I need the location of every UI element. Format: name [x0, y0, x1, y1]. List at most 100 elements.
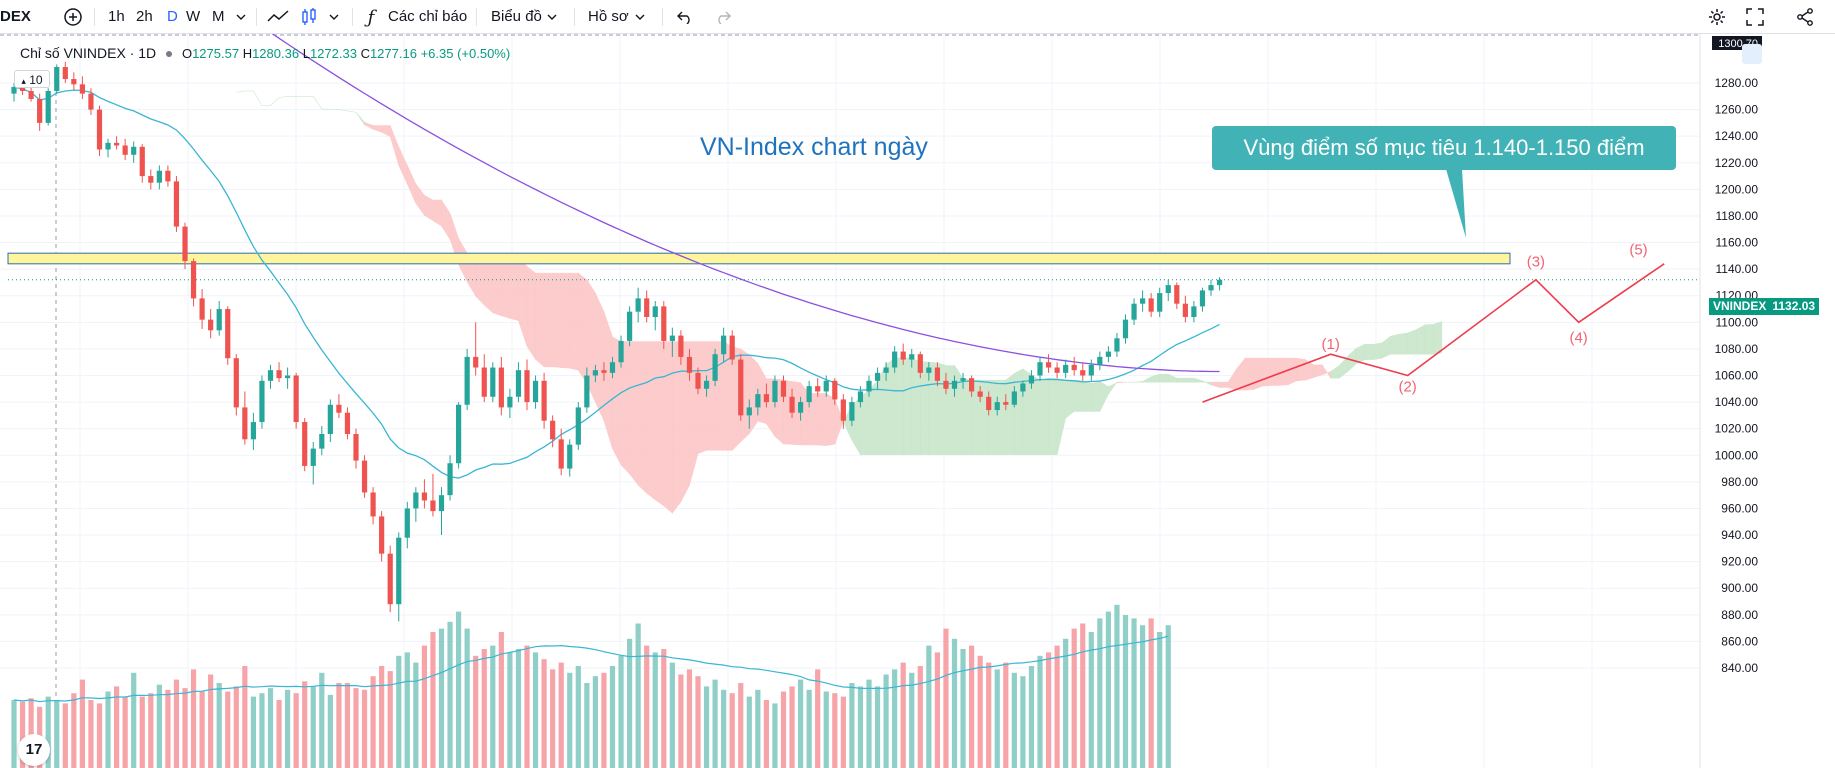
volume-bar: [259, 693, 265, 768]
candle-body: [45, 90, 51, 123]
candle-body: [755, 394, 761, 408]
indicator-count-badge[interactable]: ▴ 10: [14, 70, 50, 88]
candle-body: [601, 370, 607, 373]
volume-bar: [96, 703, 103, 768]
candles-icon[interactable]: [296, 0, 322, 34]
volume-bar: [618, 655, 624, 768]
price-chart[interactable]: (1) (2) (3) (4) (5) 840.00 860.00 880.00 900.00…: [0, 34, 1835, 768]
timeframe-2h[interactable]: 2h: [136, 8, 153, 25]
volume-bar: [62, 703, 68, 768]
volume-bar: [900, 662, 906, 768]
candle-body: [550, 420, 556, 440]
cloud-segment: [313, 96, 323, 110]
cloud-segment: [902, 357, 913, 455]
volume-bar: [396, 655, 402, 768]
candle-body: [866, 380, 872, 392]
gear-icon[interactable]: [1704, 0, 1730, 34]
line-chart-icon[interactable]: [264, 0, 292, 34]
volume-bar: [635, 623, 641, 768]
redo-icon[interactable]: [710, 0, 736, 34]
candle-body: [1011, 391, 1017, 405]
cloud-segment: [603, 311, 613, 449]
volume-bar: [387, 671, 393, 768]
cloud-segment: [347, 110, 357, 113]
volume-bar: [934, 652, 940, 768]
candle-body: [173, 181, 180, 227]
volume-bar: [977, 655, 983, 768]
volume-bar: [592, 676, 598, 768]
volume-bar: [532, 652, 539, 768]
timeframe-W[interactable]: W: [186, 8, 201, 25]
candle-body: [447, 463, 453, 496]
fullscreen-icon[interactable]: [1742, 0, 1768, 34]
cloud-segment: [1262, 357, 1272, 387]
cloud-segment: [543, 272, 553, 368]
candle-body: [977, 391, 983, 397]
candle-body: [823, 380, 829, 392]
chevron-down-icon[interactable]: [233, 0, 249, 34]
volume-bar: [1097, 618, 1103, 768]
plus-circle-icon[interactable]: [60, 0, 86, 34]
candle-body: [746, 407, 752, 416]
volume-bar: [473, 655, 479, 768]
timeframe-1h[interactable]: 1h: [108, 8, 125, 25]
volume-bar: [849, 683, 855, 768]
timeframe-D[interactable]: D: [167, 8, 178, 25]
wave-label: (4): [1569, 329, 1587, 346]
candle-body: [763, 394, 769, 403]
chart-type-button[interactable]: Biểu đồ: [491, 8, 542, 25]
candle-body: [1140, 298, 1146, 304]
candle-body: [1063, 364, 1069, 373]
cloud-segment: [868, 380, 878, 455]
undo-icon[interactable]: [672, 0, 698, 34]
candle-body: [721, 335, 727, 355]
candle-body: [259, 380, 265, 423]
volume-bar: [190, 669, 197, 768]
legend-title[interactable]: Chỉ số VNINDEX · 1D: [20, 45, 157, 61]
cloud-segment: [1065, 379, 1075, 419]
cloud-segment: [577, 272, 588, 385]
share-icon[interactable]: [1792, 0, 1818, 34]
cloud-segment: [595, 292, 605, 421]
symbol-label[interactable]: DEX: [0, 8, 31, 25]
volume-bar: [609, 666, 616, 768]
candle-body: [857, 391, 864, 403]
chevron-down-icon[interactable]: [632, 0, 648, 34]
candle-body: [1003, 402, 1009, 405]
volume-bar: [806, 689, 812, 768]
volume-bar: [45, 696, 51, 768]
volume-bars: [11, 604, 1171, 768]
volume-bar: [105, 691, 111, 768]
volume-bar: [669, 662, 675, 768]
indicators-button[interactable]: Các chỉ báo: [388, 8, 468, 25]
ma-long-path: [271, 34, 1220, 373]
y-tick-label: 1200.00: [1715, 182, 1759, 196]
candle-body: [242, 407, 248, 440]
cloud-segment: [996, 379, 1007, 455]
cloud-segment: [1116, 381, 1126, 384]
volume-bar: [139, 696, 145, 768]
volume-bar: [627, 638, 633, 768]
volume-bar: [404, 652, 410, 768]
cloud-segment: [1398, 332, 1408, 355]
candle-body: [567, 444, 573, 469]
candle-body: [250, 422, 256, 440]
cloud-segment: [1356, 343, 1366, 365]
cloud-segment: [535, 272, 545, 368]
volume-bar: [1045, 652, 1052, 768]
volume-bar: [456, 611, 462, 768]
profile-button[interactable]: Hồ sơ: [588, 8, 629, 25]
volume-bar: [1037, 655, 1043, 768]
cloud-segment: [406, 165, 417, 204]
chevron-down-icon[interactable]: [326, 0, 342, 34]
cloud-segment: [663, 341, 673, 514]
y-tick-label: 1240.00: [1715, 129, 1759, 143]
candle-body: [840, 399, 846, 421]
open-value: 1275.57: [192, 46, 240, 61]
chevron-down-icon[interactable]: [544, 0, 560, 34]
tradingview-logo-icon[interactable]: 17: [18, 734, 50, 766]
fx-icon[interactable]: ƒ: [367, 6, 375, 28]
volume-bar: [909, 672, 915, 768]
cloud-segment: [672, 341, 682, 515]
timeframe-M[interactable]: M: [212, 8, 225, 25]
